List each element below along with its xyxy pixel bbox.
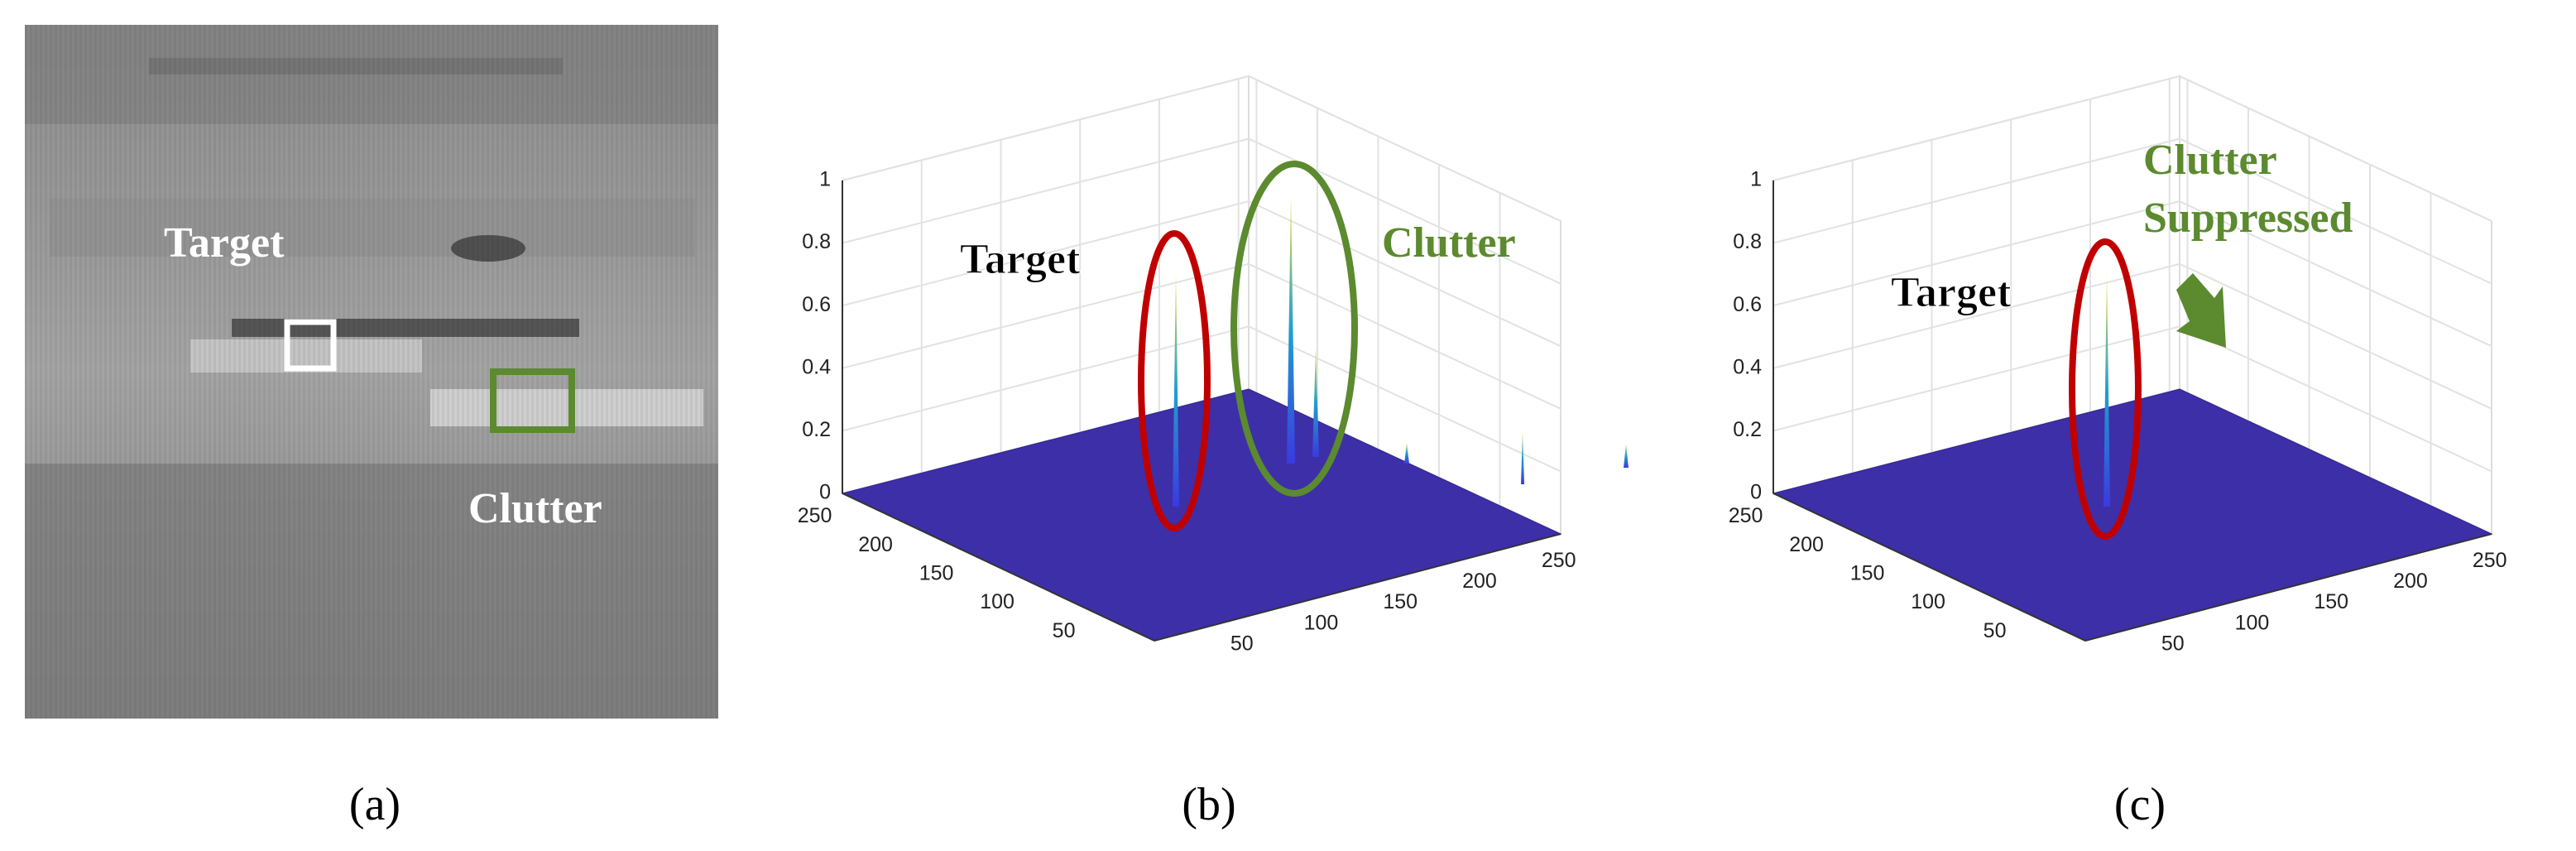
- y-tick-label: 250: [798, 504, 832, 527]
- axis: [2084, 533, 2492, 642]
- spike: [1624, 444, 1629, 468]
- y-tick-label: 100: [980, 590, 1015, 613]
- y-tick-label: 250: [1729, 504, 1763, 527]
- grid-line: [1772, 200, 2492, 348]
- z-tick-label: 1: [1750, 168, 1762, 191]
- annotation: Clutter: [1382, 219, 1516, 267]
- z-tick-label: 0.8: [1733, 230, 1762, 253]
- y-tick-label: 50: [1053, 619, 1076, 642]
- grid-line: [1772, 75, 2492, 222]
- y-tick-label: 200: [1789, 533, 1824, 556]
- z-tick-label: 0.6: [1733, 293, 1762, 316]
- annotation: Suppressed: [2143, 195, 2353, 242]
- z-tick-label: 0.8: [802, 230, 831, 253]
- z-tick-label: 0.6: [802, 293, 831, 316]
- annotation: Target: [164, 219, 285, 267]
- z-tick-label: 1: [819, 168, 831, 191]
- infrared-image: [25, 25, 718, 719]
- y-tick-label: 150: [919, 561, 954, 584]
- target-box: [284, 319, 337, 372]
- x-tick-label: 50: [1230, 632, 1254, 655]
- annotation: Clutter: [2143, 137, 2277, 184]
- z-tick-label: 0: [1750, 481, 1762, 504]
- target-ellipse: [2069, 238, 2142, 540]
- annotation: Clutter: [468, 485, 602, 532]
- annotation: Target: [1891, 269, 2012, 316]
- grid-line: [1772, 137, 2492, 285]
- y-tick-label: 200: [858, 533, 893, 556]
- arrow: [2176, 273, 2226, 348]
- x-tick-label: 100: [1304, 611, 1339, 634]
- spike: [1173, 273, 1179, 507]
- x-tick-label: 100: [2235, 611, 2270, 634]
- axis: [1772, 493, 2086, 642]
- caption: (c): [2114, 779, 2166, 830]
- spike: [1287, 195, 1295, 464]
- grid-line: [842, 325, 1561, 473]
- y-tick-label: 150: [1850, 561, 1885, 584]
- z-tick-label: 0.4: [1733, 355, 1762, 378]
- grid-line: [842, 137, 1561, 285]
- clutter-box: [490, 368, 575, 433]
- x-tick-label: 150: [2314, 590, 2348, 613]
- z-tick-label: 0: [819, 481, 831, 504]
- grid-line: [1772, 262, 2492, 410]
- x-tick-label: 200: [1462, 570, 1497, 593]
- x-tick-label: 250: [1542, 549, 1576, 572]
- axis: [1154, 533, 1561, 642]
- grid-line: [842, 200, 1561, 348]
- z-tick-label: 0.2: [802, 418, 831, 441]
- z-tick-label: 0.2: [1733, 418, 1762, 441]
- spike: [1521, 430, 1524, 484]
- clutter-ellipse: [1230, 161, 1358, 497]
- grid-line: [842, 75, 1561, 222]
- x-tick-label: 150: [1383, 590, 1418, 613]
- spike: [1404, 443, 1409, 464]
- y-tick-label: 50: [1984, 619, 2007, 642]
- spike: [2103, 273, 2110, 507]
- spike: [1312, 348, 1319, 457]
- x-tick-label: 50: [2161, 632, 2185, 655]
- target-ellipse: [1138, 230, 1211, 531]
- caption: (b): [1182, 779, 1235, 830]
- y-tick-label: 100: [1911, 590, 1945, 613]
- x-tick-label: 200: [2393, 570, 2428, 593]
- grid-line: [842, 262, 1561, 410]
- grid-line: [1772, 325, 2492, 473]
- annotation: Target: [960, 236, 1081, 283]
- x-tick-label: 250: [2473, 549, 2507, 572]
- axis: [842, 493, 1155, 642]
- z-tick-label: 0.4: [802, 355, 831, 378]
- caption: (a): [349, 779, 401, 830]
